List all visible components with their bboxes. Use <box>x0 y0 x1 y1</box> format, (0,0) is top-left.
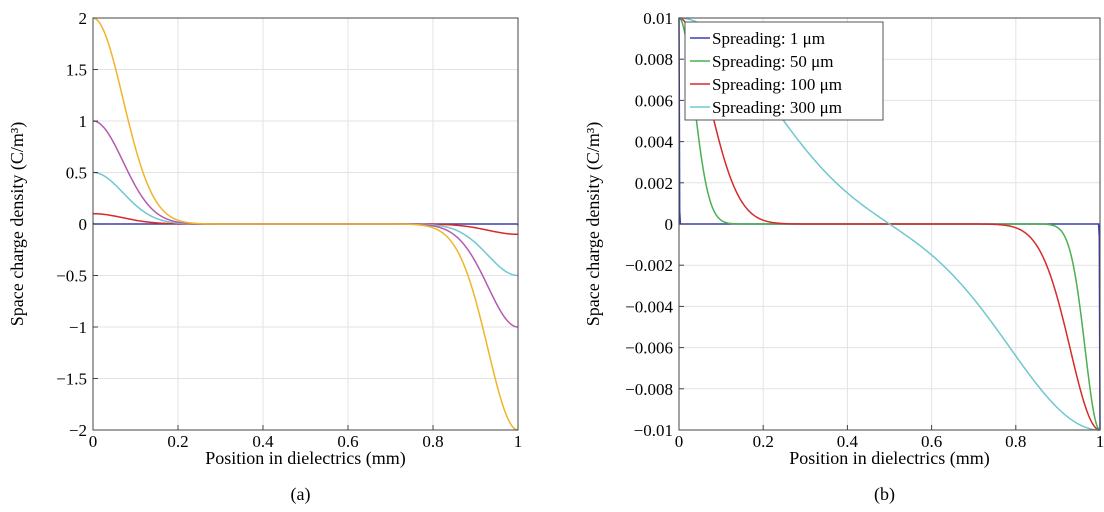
y-tick-label: 1.5 <box>66 61 87 80</box>
y-tick-label: −1 <box>69 318 87 337</box>
y-tick-label: 0.004 <box>635 133 674 152</box>
y-tick-label: −0.01 <box>634 421 673 440</box>
legend-entry: Spreading: 50 μm <box>712 52 834 71</box>
legend-entry: Spreading: 100 μm <box>712 75 842 94</box>
chart-panel-b: 0 0.2 0.4 0.6 0.8 10.010.0080.0060.0040.0020−… <box>583 9 1104 505</box>
y-tick-label: 0.01 <box>643 9 673 28</box>
legend: Spreading: 1 μm Spreading: 50 μm Spreading… <box>684 21 884 121</box>
legend-entry: Spreading: 1 μm <box>712 29 825 48</box>
x-axis-label: Position in dielectrics (mm) <box>205 448 405 469</box>
y-tick-label: −0.5 <box>56 267 87 286</box>
y-tick-label: 0.002 <box>635 174 673 193</box>
x-tick-label: 0.2 <box>753 432 774 451</box>
chart-panel-a: 0 0.2 0.4 0.6 0.8 1 2 1.5 1 0.5 0 −0.5 −1 −1.5 −2 Posi… <box>7 9 522 505</box>
x-tick-label: 0 <box>675 432 684 451</box>
x-tick-label: 0.8 <box>1005 432 1026 451</box>
y-axis-label: Space charge density (C/m³) <box>583 122 604 327</box>
tick-labels: 0 0.2 0.4 0.6 0.8 10.010.0080.0060.0040.0020−… <box>625 9 1104 451</box>
x-tick-label: 0.4 <box>837 432 859 451</box>
x-tick-label: 0.8 <box>422 432 443 451</box>
y-tick-label: −0.002 <box>625 256 673 275</box>
y-tick-label: 1 <box>79 112 88 131</box>
panel-caption: (a) <box>291 484 311 505</box>
y-tick-label: −1.5 <box>56 370 87 389</box>
y-tick-label: 2 <box>79 9 88 28</box>
x-tick-label: 0.6 <box>337 432 358 451</box>
legend-entry: Spreading: 300 μm <box>712 98 842 117</box>
panel-caption: (b) <box>874 484 895 505</box>
y-tick-label: 0 <box>665 215 674 234</box>
tick-labels: 0 0.2 0.4 0.6 0.8 1 2 1.5 1 0.5 0 −0.5 −1 −1.5 −2 <box>56 9 522 451</box>
y-tick-label: −2 <box>69 421 87 440</box>
x-tick-label: 0.4 <box>252 432 274 451</box>
x-tick-label: 0.2 <box>167 432 188 451</box>
y-axis-label: Space charge density (C/m³) <box>7 122 28 327</box>
x-tick-label: 0 <box>89 432 98 451</box>
y-tick-label: 0.006 <box>635 91 673 110</box>
y-tick-label: −0.008 <box>625 380 673 399</box>
y-tick-label: −0.004 <box>625 297 673 316</box>
x-axis-label: Position in dielectrics (mm) <box>789 448 989 469</box>
x-tick-label: 1 <box>514 432 523 451</box>
series-group <box>92 17 519 431</box>
series-line <box>92 17 519 431</box>
y-tick-label: 0.5 <box>66 164 87 183</box>
x-tick-label: 1 <box>1096 432 1104 451</box>
y-tick-label: −0.006 <box>625 339 673 358</box>
y-tick-label: 0.008 <box>635 50 673 69</box>
legend-box <box>684 21 884 121</box>
x-tick-label: 0.6 <box>921 432 942 451</box>
y-tick-label: 0 <box>79 215 88 234</box>
